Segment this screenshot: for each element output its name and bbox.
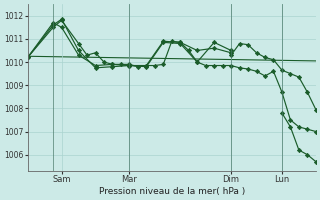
X-axis label: Pression niveau de la mer( hPa ): Pression niveau de la mer( hPa )	[99, 187, 245, 196]
